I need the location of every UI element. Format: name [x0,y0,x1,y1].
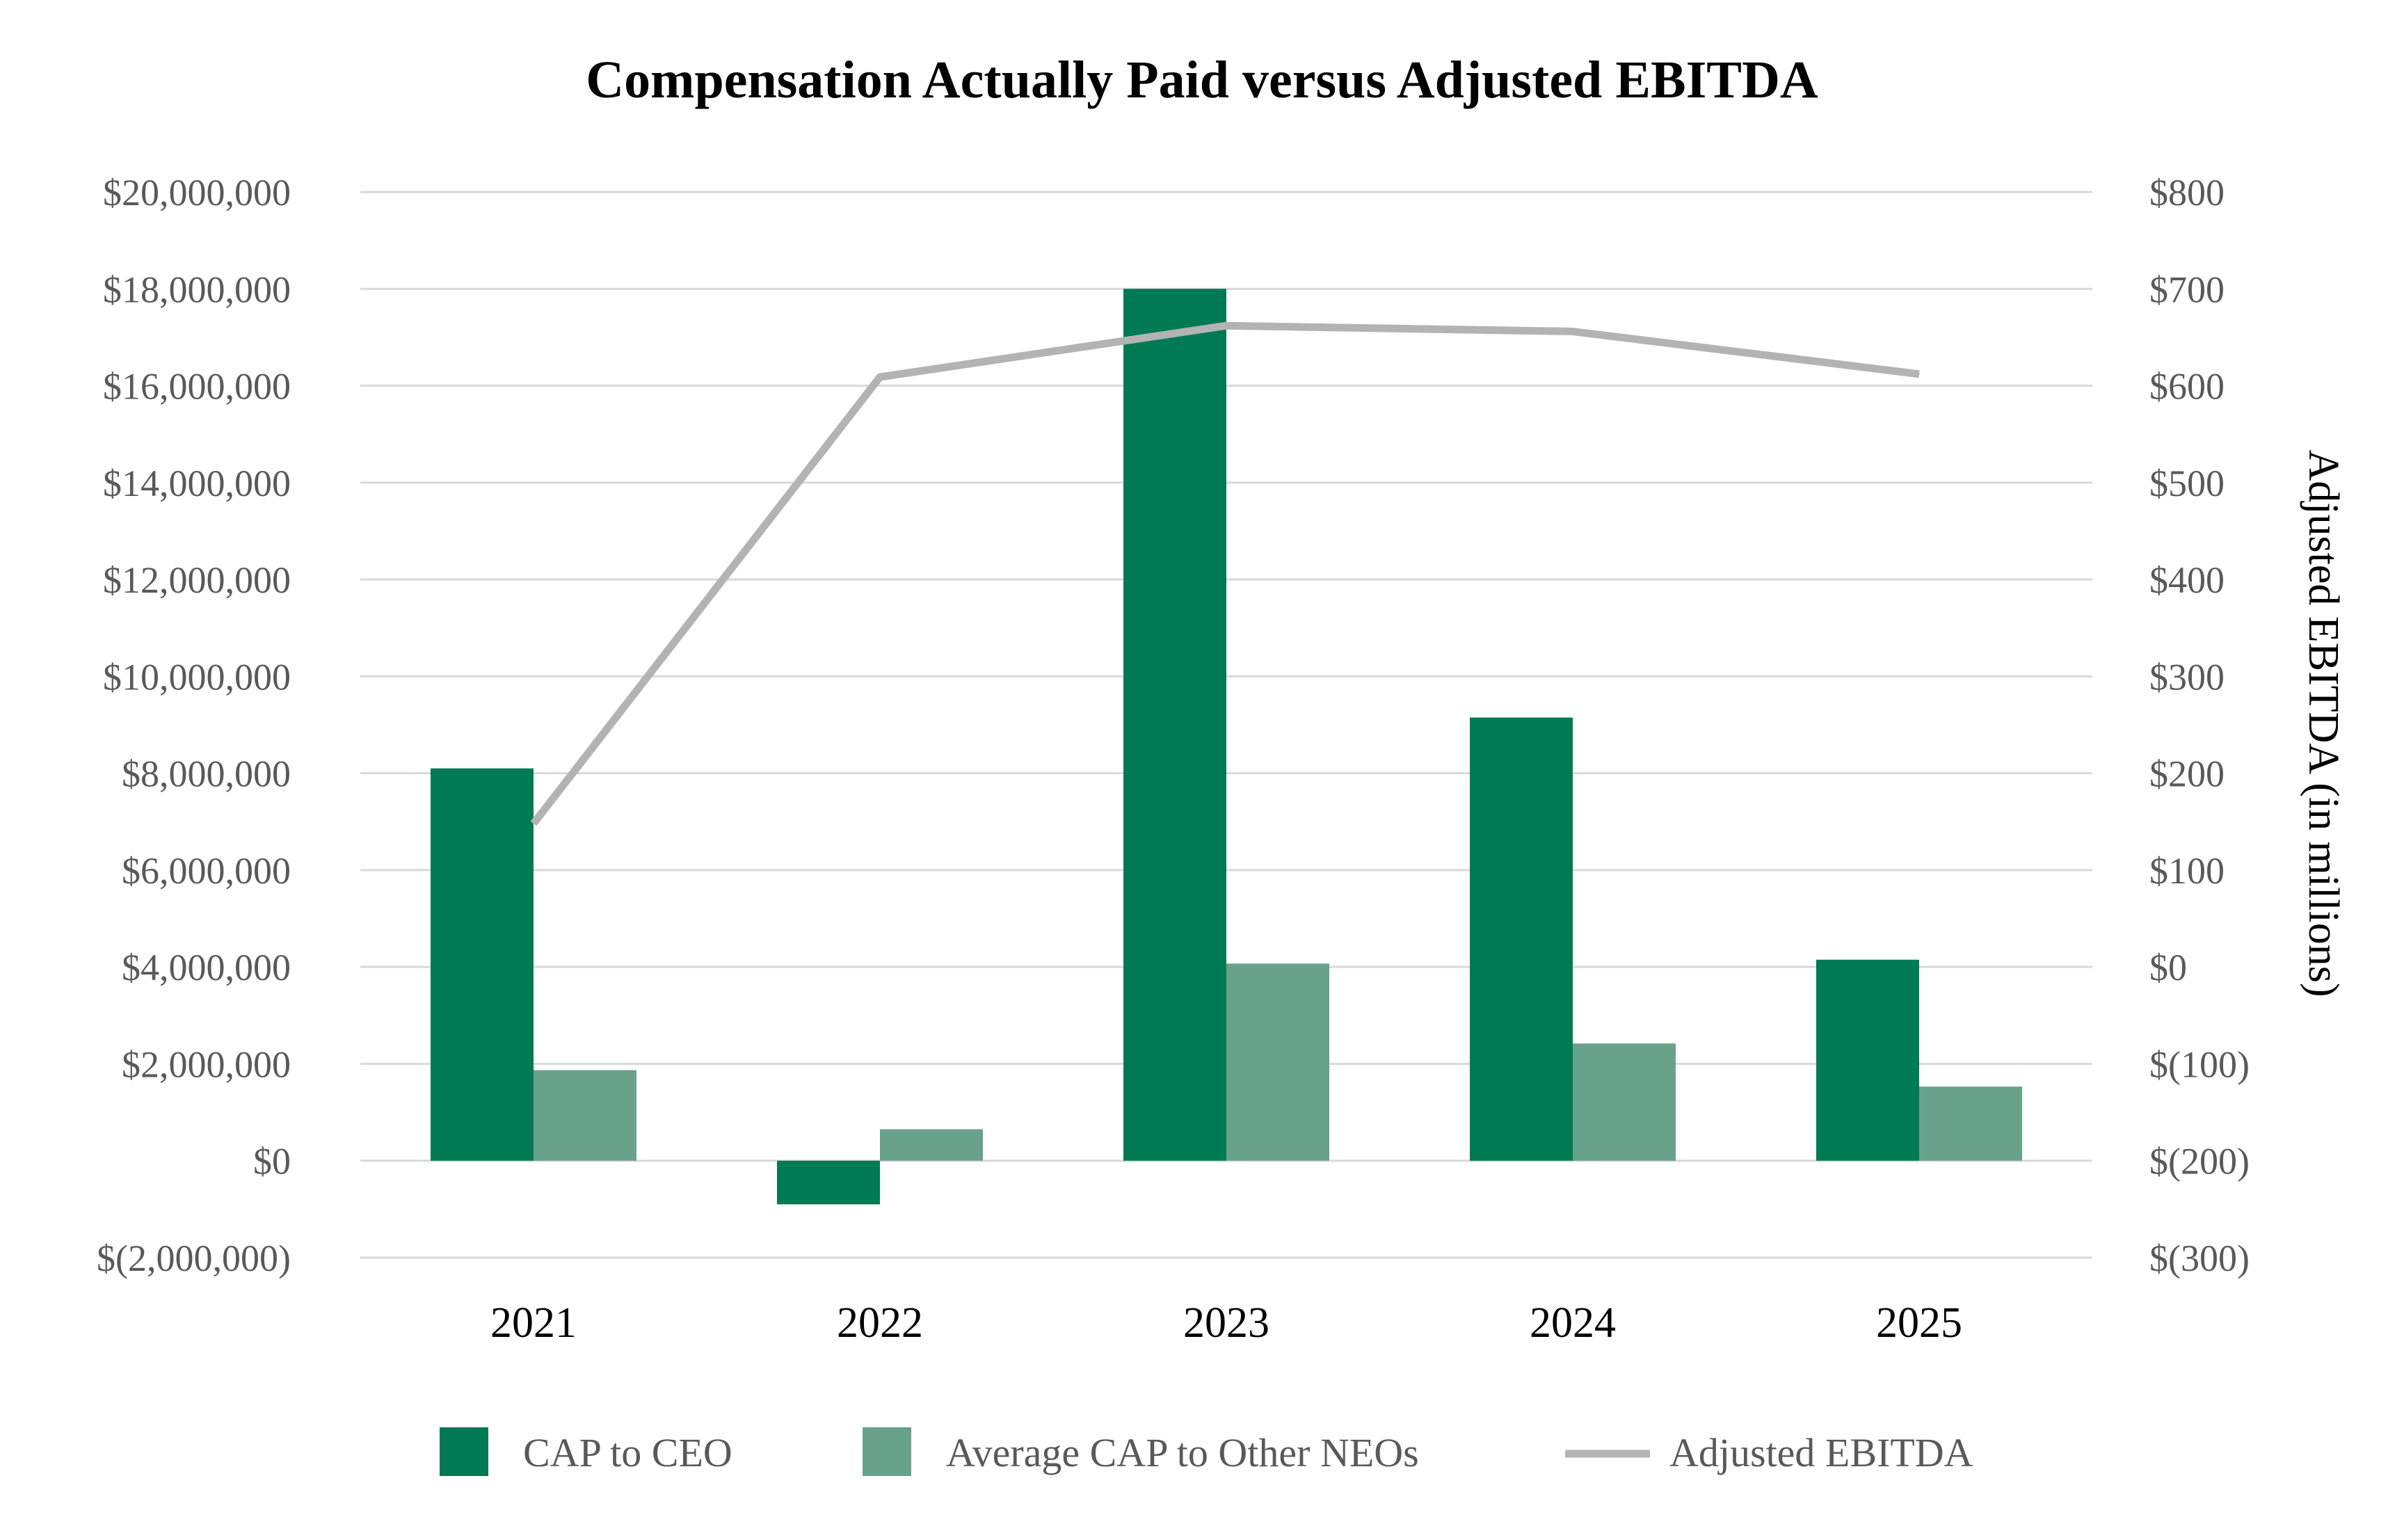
legend-swatch-cap-ceo [440,1427,488,1476]
legend-item-adjusted-ebitda: Adjusted EBITDA [1565,1430,1973,1475]
x-axis-ticks: 2021 2022 2023 2024 2025 [490,1299,1962,1347]
right-tick-label: $400 [2149,559,2225,601]
point-adjusted-ebitda-2024 [1572,330,1573,332]
right-tick-label: $(100) [2149,1043,2250,1085]
ebitda-line [530,321,1920,826]
right-axis-ticks: $(300) $(200) $(100) $0 $100 $200 $300 $400 $500… [2149,172,2250,1279]
bar-average-cap-to-other-neos-2022 [880,1129,983,1161]
left-tick-label: $16,000,000 [103,366,291,408]
legend-item-cap-ceo: CAP to CEO [440,1427,732,1476]
bar-cap-to-ceo-2022 [777,1160,880,1205]
left-tick-label: $0 [253,1141,291,1182]
bar-cap-to-ceo-2021 [431,768,534,1161]
right-tick-label: $0 [2149,947,2187,988]
legend-label-average-cap: Average CAP to Other NEOs [946,1430,1419,1475]
legend-item-average-cap: Average CAP to Other NEOs [863,1427,1419,1476]
legend-swatch-average-cap [863,1427,911,1476]
chart-title: Compensation Actually Paid versus Adjust… [586,51,1818,109]
left-tick-label: $6,000,000 [122,850,291,892]
bar-average-cap-to-other-neos-2023 [1226,963,1329,1161]
point-adjusted-ebitda-2025 [1918,373,1920,375]
left-tick-label: $18,000,000 [103,268,291,310]
x-tick-label: 2023 [1183,1299,1269,1347]
right-axis-title: Adjusted EBITDA (in millions) [2300,449,2347,997]
right-tick-label: $800 [2149,172,2225,214]
bar-cap-to-ceo-2023 [1123,289,1226,1161]
point-adjusted-ebitda-2021 [533,823,534,825]
bar-cap-to-ceo-2025 [1816,959,1919,1161]
left-tick-label: $12,000,000 [103,559,291,601]
x-tick-label: 2024 [1530,1299,1616,1347]
legend: CAP to CEO Average CAP to Other NEOs Adj… [440,1427,1973,1476]
left-tick-label: $2,000,000 [122,1043,291,1085]
bar-average-cap-to-other-neos-2021 [534,1070,636,1161]
x-tick-label: 2025 [1876,1299,1962,1347]
right-tick-label: $200 [2149,753,2225,795]
legend-label-cap-ceo: CAP to CEO [523,1430,732,1475]
left-tick-label: $4,000,000 [122,947,291,988]
right-tick-label: $(200) [2149,1141,2250,1182]
right-tick-label: $700 [2149,268,2225,310]
legend-label-adjusted-ebitda: Adjusted EBITDA [1669,1430,1973,1475]
right-tick-label: $(300) [2149,1237,2250,1279]
left-tick-label: $20,000,000 [103,172,291,214]
x-tick-label: 2022 [837,1299,923,1347]
left-tick-label: $(2,000,000) [97,1237,291,1279]
bar-average-cap-to-other-neos-2024 [1573,1043,1676,1161]
left-axis-ticks: $(2,000,000) $0 $2,000,000 $4,000,000 $6,000… [97,172,291,1279]
right-tick-label: $500 [2149,463,2225,504]
x-tick-label: 2021 [490,1299,577,1347]
right-tick-label: $600 [2149,366,2225,408]
bar-average-cap-to-other-neos-2025 [1919,1086,2022,1161]
left-tick-label: $14,000,000 [103,463,291,504]
bar-cap-to-ceo-2024 [1470,717,1573,1161]
point-adjusted-ebitda-2023 [1226,325,1227,327]
right-tick-label: $300 [2149,656,2225,698]
point-adjusted-ebitda-2022 [879,376,881,378]
right-tick-label: $100 [2149,850,2225,892]
left-tick-label: $8,000,000 [122,753,291,795]
bars [431,289,2022,1205]
left-tick-label: $10,000,000 [103,656,291,698]
